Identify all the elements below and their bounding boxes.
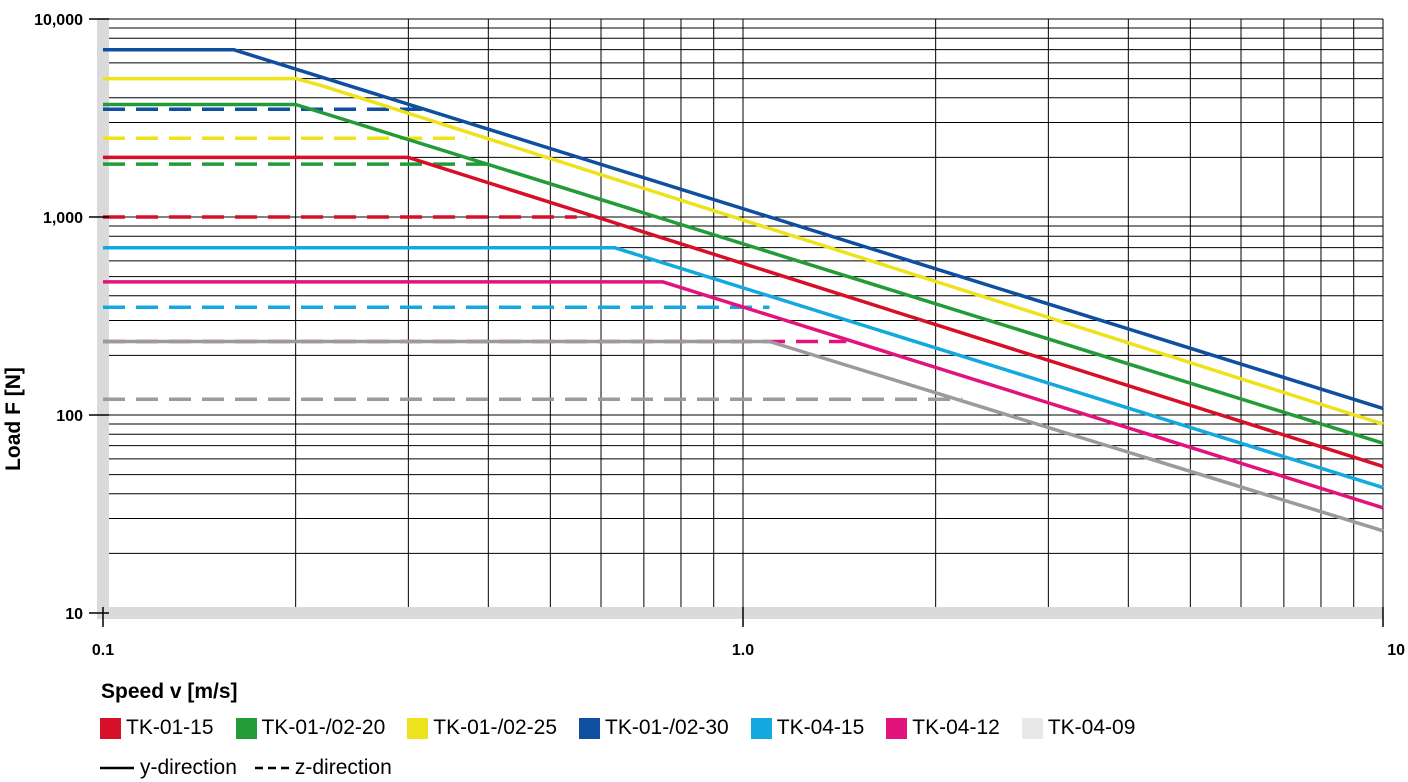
legend-label: TK-01-/02-30 xyxy=(605,716,729,739)
legend-dashed-line: z-direction xyxy=(254,756,392,780)
series-line-tk-04-15-y-direction xyxy=(103,245,1384,490)
legend-item-tk-04-09: TK-04-09 xyxy=(1021,716,1136,740)
y-axis-label: Load F [N] xyxy=(2,367,25,471)
legend-label: TK-01-15 xyxy=(126,716,214,739)
legend-swatch xyxy=(1021,717,1043,739)
legend-item-tk-01-02-20: TK-01-/02-20 xyxy=(235,716,386,740)
x-tick-label: 0.1 xyxy=(92,642,114,659)
dashed-line-icon xyxy=(254,766,289,770)
series-line-tk-01-02-30-y-direction xyxy=(103,47,1384,411)
legend-label: y-direction xyxy=(140,756,237,779)
legend-swatch xyxy=(750,717,772,739)
y-tick-label: 1,000 xyxy=(43,210,83,227)
axis-bands xyxy=(97,19,1383,619)
legend-swatch xyxy=(579,717,601,739)
legend-swatch xyxy=(100,717,121,739)
legend: TK-01-15 TK-01-/02-20 TK-01-/02-25 TK-01… xyxy=(100,716,1135,740)
grid-lines xyxy=(109,18,1384,613)
legend-swatch xyxy=(407,717,429,739)
legend-label: TK-04-12 xyxy=(912,716,1000,739)
x-tick-label: 1.0 xyxy=(732,642,754,659)
legend-item-tk-04-12: TK-04-12 xyxy=(886,716,1000,740)
legend-label: TK-01-/02-20 xyxy=(261,716,386,739)
legend-swatch xyxy=(235,717,257,739)
legend-label: z-direction xyxy=(294,756,392,779)
series-line-tk-01-02-25-y-direction xyxy=(103,76,1384,426)
y-tick-label: 100 xyxy=(56,408,83,425)
legend-solid-line: y-direction xyxy=(100,756,237,780)
tick-marks xyxy=(89,18,1384,627)
load-speed-chart: 10 100 1,000 10,000 0.1 1.0 10 xyxy=(34,12,1405,659)
legend-swatch xyxy=(886,717,908,739)
solid-line-icon xyxy=(100,766,134,770)
legend-label: TK-01-/02-25 xyxy=(433,716,558,739)
series-group xyxy=(103,47,1384,533)
tick-labels: 10 100 1,000 10,000 0.1 1.0 10 xyxy=(34,12,1405,659)
x-axis-label: Speed v [m/s] xyxy=(101,680,238,703)
legend-label: TK-04-15 xyxy=(776,716,865,739)
series-line-tk-01-15-y-direction xyxy=(103,155,1384,469)
line-style-legend: y-direction z-direction xyxy=(100,756,392,780)
y-tick-label: 10,000 xyxy=(34,12,83,29)
y-axis-band xyxy=(97,19,109,619)
legend-item-tk-01-02-25: TK-01-/02-25 xyxy=(407,716,557,740)
series-line-tk-04-09-y-direction xyxy=(103,339,1384,533)
series-line-tk-04-12-y-direction xyxy=(103,280,1384,510)
series-line-tk-01-02-20-y-direction xyxy=(103,102,1384,445)
legend-item-tk-04-15: TK-04-15 xyxy=(750,716,865,740)
y-tick-label: 10 xyxy=(65,606,83,623)
x-tick-label: 10 xyxy=(1387,642,1405,659)
legend-item-tk-01-15: TK-01-15 xyxy=(100,716,214,740)
x-axis-band xyxy=(97,607,1383,619)
legend-item-tk-01-02-30: TK-01-/02-30 xyxy=(579,716,729,740)
legend-label: TK-04-09 xyxy=(1047,716,1136,739)
